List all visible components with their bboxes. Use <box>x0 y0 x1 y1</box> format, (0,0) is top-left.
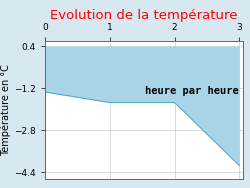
Y-axis label: Température en °C: Température en °C <box>1 64 11 156</box>
Text: heure par heure: heure par heure <box>145 86 239 96</box>
Title: Evolution de la température: Evolution de la température <box>50 9 238 22</box>
